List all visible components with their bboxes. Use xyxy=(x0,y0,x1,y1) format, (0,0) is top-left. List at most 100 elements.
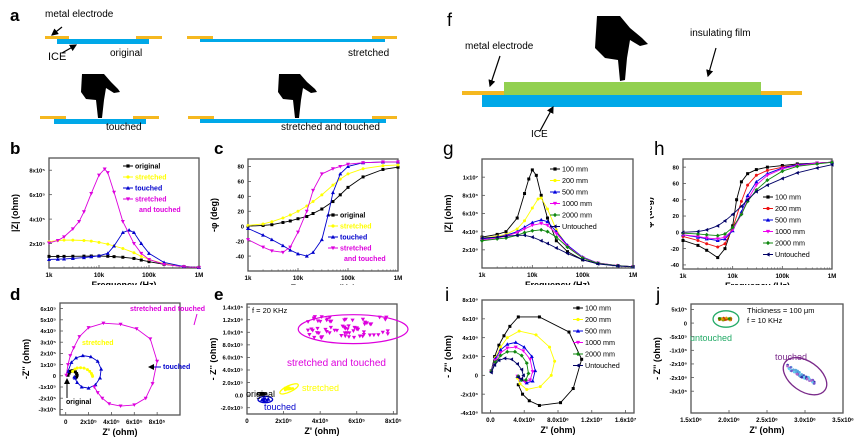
data-point xyxy=(498,347,503,352)
data-point xyxy=(131,242,136,246)
data-point xyxy=(530,378,535,383)
y-axis-label: -φ (deg) xyxy=(210,198,219,232)
data-point xyxy=(739,212,744,217)
data-point xyxy=(269,237,274,242)
data-point xyxy=(107,402,112,406)
data-point xyxy=(319,172,324,176)
legend-label: stretched xyxy=(340,224,372,231)
data-point xyxy=(312,335,317,340)
annotations: Thickness = 100 μmf = 10 KHz untouched tou… xyxy=(690,306,814,362)
series-touched xyxy=(66,353,104,390)
data-point xyxy=(539,221,544,226)
data-point xyxy=(284,386,287,390)
data-point xyxy=(695,229,700,234)
data-point xyxy=(55,257,60,261)
legend-item: 500 mm xyxy=(573,327,611,336)
data-point xyxy=(383,317,388,322)
legend-label: Untouched xyxy=(562,222,597,231)
data-point xyxy=(105,171,110,175)
data-point xyxy=(746,183,750,187)
data-point xyxy=(381,167,385,171)
data-point xyxy=(328,325,333,330)
data-point xyxy=(261,222,265,226)
data-point xyxy=(315,319,320,324)
series-stretched xyxy=(246,163,400,227)
data-point xyxy=(139,258,143,262)
data-point xyxy=(331,183,335,187)
data-point xyxy=(62,256,67,261)
x-tick-label: 100k xyxy=(341,275,355,282)
y-tick-label: -20 xyxy=(671,247,679,253)
data-point xyxy=(55,239,60,243)
data-point xyxy=(715,233,720,238)
data-point xyxy=(530,370,535,374)
y-tick-label: -3x10⁶ xyxy=(670,389,688,395)
annotation-frequency: f = 10 KHz xyxy=(747,316,782,325)
panel-b-letter: b xyxy=(10,139,21,158)
axes: 0 2x10⁵ 4x10⁵ 6x10⁵ 8x10⁵ -3x10⁵ -2x10⁵ -1x10⁵ 0… xyxy=(21,307,166,437)
legend-item: original xyxy=(123,164,160,171)
panel-c-letter: c xyxy=(214,139,224,158)
y-tick-label: 1.4x10⁶ xyxy=(223,305,244,311)
chart-b-impedance-magnitude: 1k 10k 100k 1M 2x10⁵ 4x10⁵ 6x10⁵ 8x10⁵ Frequency… xyxy=(10,157,204,285)
data-point xyxy=(62,254,66,258)
arrow-icon xyxy=(51,26,63,36)
series-untouched xyxy=(489,356,525,382)
legend-marker xyxy=(576,317,580,322)
series-2000-mm xyxy=(681,160,834,238)
legend-item: 2000 mm xyxy=(763,239,805,248)
y-tick-label: 6x10⁶ xyxy=(462,212,478,218)
y-tick-label: 6x10⁵ xyxy=(29,193,45,199)
data-point xyxy=(70,256,75,260)
x-tick-label: 1M xyxy=(195,272,204,279)
data-point xyxy=(565,245,570,250)
schematic-original xyxy=(45,26,162,54)
data-point xyxy=(361,332,367,337)
data-point xyxy=(513,345,518,350)
data-point xyxy=(504,234,508,239)
x-tick-label: 10k xyxy=(527,272,538,279)
data-point xyxy=(615,264,620,269)
x-axis-label: Z' (ohm) xyxy=(304,426,339,436)
y-tick-label: 20 xyxy=(673,214,679,220)
panel-e-letter: e xyxy=(214,285,224,304)
annotation-untouched: untouched xyxy=(690,333,732,343)
data-point xyxy=(315,326,320,331)
data-point xyxy=(106,242,110,246)
data-point xyxy=(296,251,300,256)
data-point xyxy=(704,232,709,237)
data-point xyxy=(534,333,538,337)
y-tick-label: 2.0x10⁵ xyxy=(223,381,244,387)
panel-a-diagram xyxy=(40,26,397,124)
data-point xyxy=(82,239,86,242)
data-point xyxy=(705,248,709,252)
y-tick-label: -20 xyxy=(236,239,244,245)
data-point xyxy=(492,362,497,367)
data-point xyxy=(794,368,798,372)
data-point xyxy=(504,230,508,234)
y-tick-label: -1x10⁵ xyxy=(38,385,56,391)
data-point xyxy=(489,370,493,375)
data-point xyxy=(264,398,269,402)
y-tick-label: 4x10⁵ xyxy=(40,329,56,335)
data-point xyxy=(312,315,317,319)
legend-marker xyxy=(765,240,771,246)
panel-g-letter: g xyxy=(443,139,454,160)
data-point xyxy=(360,317,366,322)
data-point xyxy=(809,379,813,382)
data-point xyxy=(346,335,352,339)
data-point xyxy=(554,239,558,243)
data-point xyxy=(530,220,535,225)
data-point xyxy=(338,193,342,197)
y-tick-label: 1x10⁵ xyxy=(40,363,56,369)
data-point xyxy=(695,231,700,236)
axes: 1k 10k 100k 1M -40 -20 0 20 40 60 80 Frequency (Hz)… xyxy=(650,165,836,285)
data-point xyxy=(351,329,356,333)
data-point xyxy=(74,355,78,360)
series-500-mm xyxy=(480,217,635,269)
y-tick-label: 40 xyxy=(673,198,679,204)
x-tick-label: 1.2x10⁷ xyxy=(581,417,603,424)
y-tick-label: 0 xyxy=(676,231,679,237)
arrow-icon xyxy=(61,44,78,54)
data-point xyxy=(780,169,785,174)
